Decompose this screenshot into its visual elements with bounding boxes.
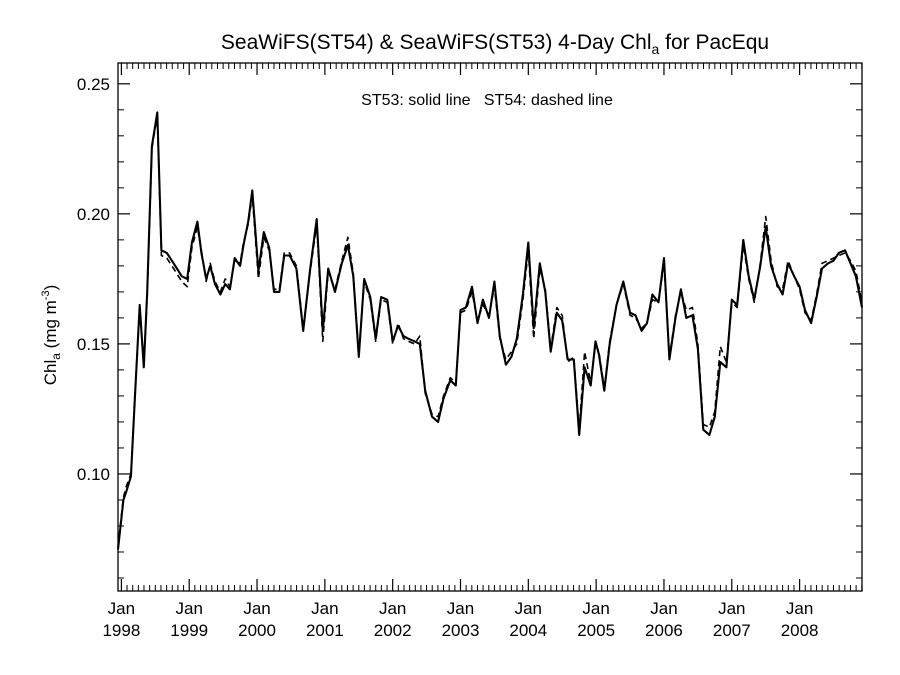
x-tick-label-year: 2005: [577, 621, 615, 640]
x-axis-ticks: Jan 1998 Jan 1999 Jan 2000 Jan 2001 Jan 2002 Jan 20…: [102, 63, 863, 640]
x-tick-label-month: Jan: [718, 599, 745, 618]
x-tick-label-year: 2002: [374, 621, 412, 640]
x-tick-label-month: Jan: [650, 599, 677, 618]
y-tick-label: 0.25: [77, 75, 110, 94]
x-tick-label-month: Jan: [447, 599, 474, 618]
x-tick-label-year: 2007: [713, 621, 751, 640]
x-tick-label-year: 2000: [238, 621, 276, 640]
chart-title-subscript: a: [652, 41, 660, 57]
plot-frame: [117, 62, 863, 592]
chart-title-main: SeaWiFS(ST54) & SeaWiFS(ST53) 4-Day Chl: [221, 31, 652, 54]
x-tick-label-month: Jan: [243, 599, 270, 618]
y-tick-label: 0.20: [77, 205, 110, 224]
x-tick-label-year: 2006: [645, 621, 683, 640]
series-line-st54: [117, 114, 863, 547]
x-tick-label-year: 1999: [170, 621, 208, 640]
x-tick-label-year: 2001: [306, 621, 344, 640]
x-tick-label-year: 2008: [781, 621, 819, 640]
x-tick-label-year: 2003: [442, 621, 480, 640]
x-tick-label-year: 1998: [102, 621, 140, 640]
y-axis-label-units-close: ): [41, 285, 60, 291]
y-axis-label: Chla (mg m-3): [40, 285, 63, 386]
y-axis-label-main: Chl: [41, 360, 60, 386]
chart-title: SeaWiFS(ST54) & SeaWiFS(ST53) 4-Day Chla…: [221, 31, 769, 57]
y-axis-label-group: Chla (mg m-3): [40, 285, 63, 386]
x-tick-label-year: 2004: [509, 621, 547, 640]
chart-annotation: ST53: solid line ST54: dashed line: [361, 92, 613, 109]
x-tick-label-month: Jan: [108, 599, 135, 618]
series-layer: [116, 111, 864, 550]
x-tick-label-month: Jan: [176, 599, 203, 618]
y-axis-label-subscript: a: [49, 353, 63, 360]
chart-title-suffix: for PacEqu: [659, 31, 769, 54]
y-axis-ticks: 0.10 0.15 0.20 0.25: [77, 75, 862, 579]
x-tick-label-month: Jan: [786, 599, 813, 618]
x-tick-label-month: Jan: [379, 599, 406, 618]
y-tick-label: 0.10: [77, 465, 110, 484]
x-tick-label-month: Jan: [515, 599, 542, 618]
y-axis-label-units-sup: -3: [40, 290, 52, 300]
x-tick-label-month: Jan: [582, 599, 609, 618]
x-tick-label-month: Jan: [311, 599, 338, 618]
y-tick-label: 0.15: [77, 335, 110, 354]
y-axis-label-units: (mg m: [41, 300, 60, 353]
